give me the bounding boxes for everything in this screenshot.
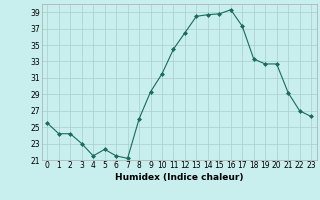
- X-axis label: Humidex (Indice chaleur): Humidex (Indice chaleur): [115, 173, 244, 182]
